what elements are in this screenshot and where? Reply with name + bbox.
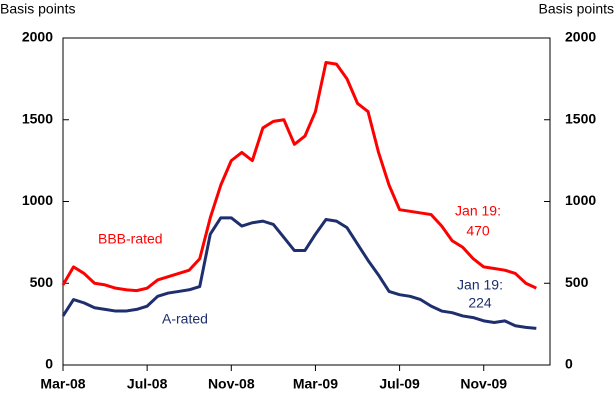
line-series — [61, 216, 537, 330]
x-tick-label: Jul-08 — [127, 376, 168, 392]
y-tick-label: 2000 — [22, 29, 53, 45]
x-tick-label: Mar-09 — [293, 376, 338, 392]
annotation: 470 — [466, 223, 490, 239]
annotation: 224 — [468, 295, 492, 311]
line-series — [61, 61, 537, 293]
x-tick-label: Nov-08 — [208, 376, 255, 392]
y2-tick-label: 1500 — [565, 110, 596, 126]
annotation: Jan 19: — [457, 277, 503, 293]
y-tick-label: 1000 — [22, 192, 53, 208]
y-tick-label: 0 — [45, 356, 53, 372]
y-tick-label: 1500 — [22, 110, 53, 126]
y2-axis-label: Basis points — [539, 1, 614, 17]
x-tick-label: Jul-09 — [379, 376, 420, 392]
y2-tick-label: 500 — [565, 274, 589, 290]
y2-tick-label: 1000 — [565, 192, 596, 208]
annotation: Jan 19: — [455, 203, 501, 219]
series-label: A-rated — [162, 311, 208, 327]
y-axis-label: Basis points — [0, 1, 75, 17]
plot-frame — [62, 37, 551, 366]
y2-tick-label: 0 — [565, 356, 573, 372]
y2-tick-label: 2000 — [565, 29, 596, 45]
y-tick-label: 500 — [30, 274, 54, 290]
series-label: BBB-rated — [98, 231, 163, 247]
x-tick-label: Nov-09 — [460, 376, 507, 392]
x-tick-label: Mar-08 — [40, 376, 85, 392]
